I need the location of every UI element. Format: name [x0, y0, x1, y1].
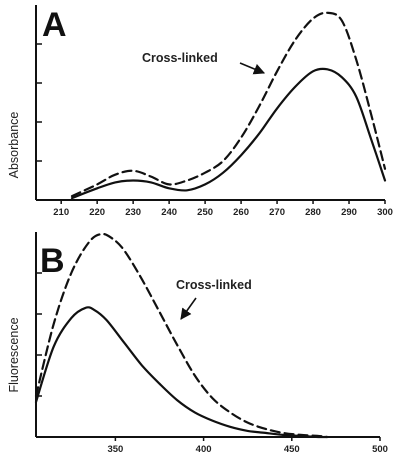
panel-b-annotation-arrow [180, 297, 197, 320]
series-line-native [34, 306, 329, 439]
x-tick-label: 230 [125, 207, 141, 218]
panel-b: B Fluorescence 350 400 450 500 Cross-linked [7, 232, 388, 455]
panel-a-axes [35, 5, 385, 201]
x-tick-label: 260 [233, 207, 249, 218]
x-tick-label: 280 [305, 207, 321, 218]
panel-a: A Absorbance 210 220 230 240 250 260 270 280 290… [7, 5, 393, 218]
x-tick-label: 290 [341, 207, 357, 218]
panel-a-series [70, 11, 387, 200]
x-tick-label: 350 [107, 444, 123, 455]
panel-b-annotation: Cross-linked [176, 278, 252, 292]
panel-b-series [34, 232, 329, 439]
panel-a-ylabel: Absorbance [7, 112, 21, 179]
x-tick-label: 210 [53, 207, 69, 218]
x-tick-label: 450 [284, 444, 300, 455]
panel-b-axes [35, 232, 380, 438]
x-tick-label: 250 [197, 207, 213, 218]
panel-a-annotation: Cross-linked [142, 51, 218, 65]
panel-b-ticks: 350 400 450 500 [36, 272, 388, 455]
x-tick-label: 220 [89, 207, 105, 218]
series-line-native [70, 67, 387, 200]
panel-b-ylabel: Fluorescence [7, 317, 21, 392]
panel-a-annotation-arrow [239, 62, 266, 75]
series-line-cross-linked [34, 232, 329, 439]
series-line-cross-linked [70, 11, 387, 198]
x-tick-label: 500 [372, 444, 388, 455]
panel-a-letter: A [42, 6, 67, 44]
x-tick-label: 300 [377, 207, 393, 218]
x-tick-label: 270 [269, 207, 285, 218]
x-tick-label: 400 [196, 444, 212, 455]
x-tick-label: 240 [161, 207, 177, 218]
panel-b-letter: B [40, 242, 65, 280]
panel-a-ticks: 210 220 230 240 250 260 270 280 290 300 [36, 43, 393, 218]
